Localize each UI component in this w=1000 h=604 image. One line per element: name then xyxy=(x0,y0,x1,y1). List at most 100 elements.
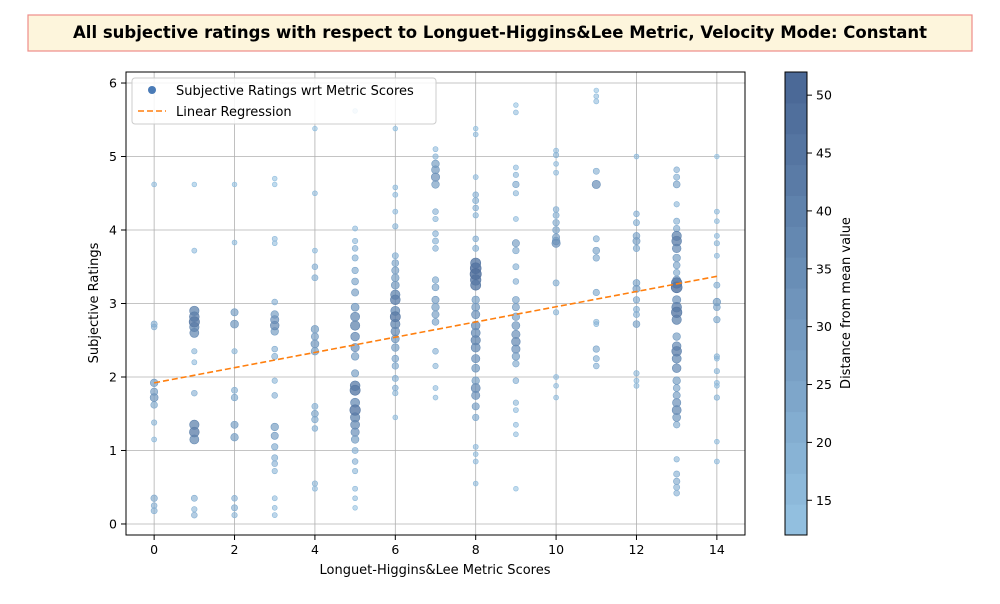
x-tick-label: 10 xyxy=(548,542,564,557)
scatter-point xyxy=(230,420,239,429)
colorbar-band xyxy=(785,72,807,104)
scatter-point xyxy=(432,237,439,245)
scatter-point xyxy=(391,259,400,267)
x-tick-label: 6 xyxy=(391,542,399,557)
colorbar-ticks: 15 20 25 30 35 40 45 50 xyxy=(807,88,832,508)
colorbar-band xyxy=(785,226,807,258)
x-axis-label: Longuet-Higgins&Lee Metric Scores xyxy=(319,563,550,578)
scatter-point xyxy=(673,224,681,233)
scatter-point xyxy=(513,164,519,171)
scatter-point xyxy=(592,355,600,363)
scatter-point xyxy=(512,360,520,368)
colorbar-band xyxy=(785,164,807,196)
scatter-point xyxy=(150,494,158,502)
scatter-point xyxy=(190,494,198,502)
scatter-point xyxy=(472,191,479,198)
colorbar-band xyxy=(785,473,807,505)
scatter-point xyxy=(431,303,440,312)
scatter-point xyxy=(349,384,361,396)
scatter-point xyxy=(272,175,278,182)
scatter-point xyxy=(632,320,641,328)
scatter-point xyxy=(310,325,320,334)
scatter-point xyxy=(553,309,560,316)
scatter-point xyxy=(389,311,401,323)
scatter-point xyxy=(592,288,600,297)
scatter-point xyxy=(392,191,399,198)
scatter-point xyxy=(352,495,358,502)
colorbar-tick-label: 45 xyxy=(816,146,832,161)
scatter-point xyxy=(431,165,440,175)
scatter-point xyxy=(351,266,359,275)
x-tick-label: 12 xyxy=(629,542,645,557)
scatter-point xyxy=(673,217,681,225)
scatter-point xyxy=(512,190,519,197)
scatter-point xyxy=(672,332,681,341)
colorbar-band xyxy=(785,133,807,166)
scatter-point xyxy=(312,125,318,132)
scatter-point xyxy=(633,377,640,384)
scatter-point xyxy=(633,382,640,389)
scatter-point xyxy=(270,320,280,331)
scatter-point xyxy=(553,169,559,176)
colorbar-band xyxy=(785,349,807,382)
scatter-point xyxy=(712,297,721,307)
scatter-point xyxy=(391,375,399,382)
scatter-point xyxy=(470,335,481,346)
scatter-point xyxy=(592,246,601,255)
scatter-point xyxy=(351,254,359,262)
scatter-point xyxy=(471,295,480,304)
scatter-point xyxy=(714,233,720,239)
scatter-point xyxy=(672,376,681,385)
scatter-point xyxy=(469,268,482,281)
scatter-point xyxy=(431,310,440,319)
scatter-point xyxy=(512,278,520,285)
scatter-point xyxy=(431,180,440,189)
scatter-point xyxy=(271,235,278,242)
scatter-point xyxy=(593,87,599,94)
scatter-point xyxy=(472,413,480,421)
colorbar-tick-label: 35 xyxy=(816,261,832,276)
scatter-point xyxy=(312,247,318,254)
colorbar-band xyxy=(785,380,807,413)
scatter-point xyxy=(390,294,401,306)
scatter-point xyxy=(432,146,439,153)
scatter-point xyxy=(351,447,359,454)
y-axis-label: Subjective Ratings xyxy=(87,242,102,363)
scatter-point xyxy=(231,181,238,188)
scatter-point xyxy=(553,383,559,389)
scatter-point xyxy=(392,390,399,397)
y-tick-label: 3 xyxy=(109,296,117,311)
x-axis-ticks: 0 2 4 6 8 10 12 14 xyxy=(150,535,725,557)
legend-marker-scatter xyxy=(148,86,156,94)
scatter-point xyxy=(191,348,198,355)
scatter-point xyxy=(632,296,641,304)
scatter-point xyxy=(391,280,400,290)
scatter-point xyxy=(551,238,561,248)
scatter-point xyxy=(272,181,278,188)
scatter-point xyxy=(632,237,641,245)
scatter-point xyxy=(311,480,318,487)
colorbar-band xyxy=(785,442,807,474)
scatter-point xyxy=(471,302,480,312)
scatter-point xyxy=(713,316,721,324)
scatter-point xyxy=(673,269,681,277)
scatter-point xyxy=(191,511,198,519)
scatter-point xyxy=(311,409,319,418)
colorbar-band xyxy=(785,195,807,227)
scatter-point xyxy=(310,339,320,349)
scatter-point xyxy=(673,421,681,429)
scatter-point xyxy=(271,443,279,451)
scatter-point xyxy=(392,384,399,392)
scatter-point xyxy=(472,451,479,457)
scatter-point xyxy=(714,153,720,160)
scatter-point xyxy=(714,380,720,386)
scatter-point xyxy=(350,320,361,331)
scatter-point xyxy=(271,505,278,511)
scatter-point xyxy=(511,303,520,312)
scatter-point xyxy=(351,458,359,465)
scatter-point xyxy=(350,435,360,444)
scatter-point xyxy=(633,370,640,377)
scatter-point xyxy=(392,223,399,230)
